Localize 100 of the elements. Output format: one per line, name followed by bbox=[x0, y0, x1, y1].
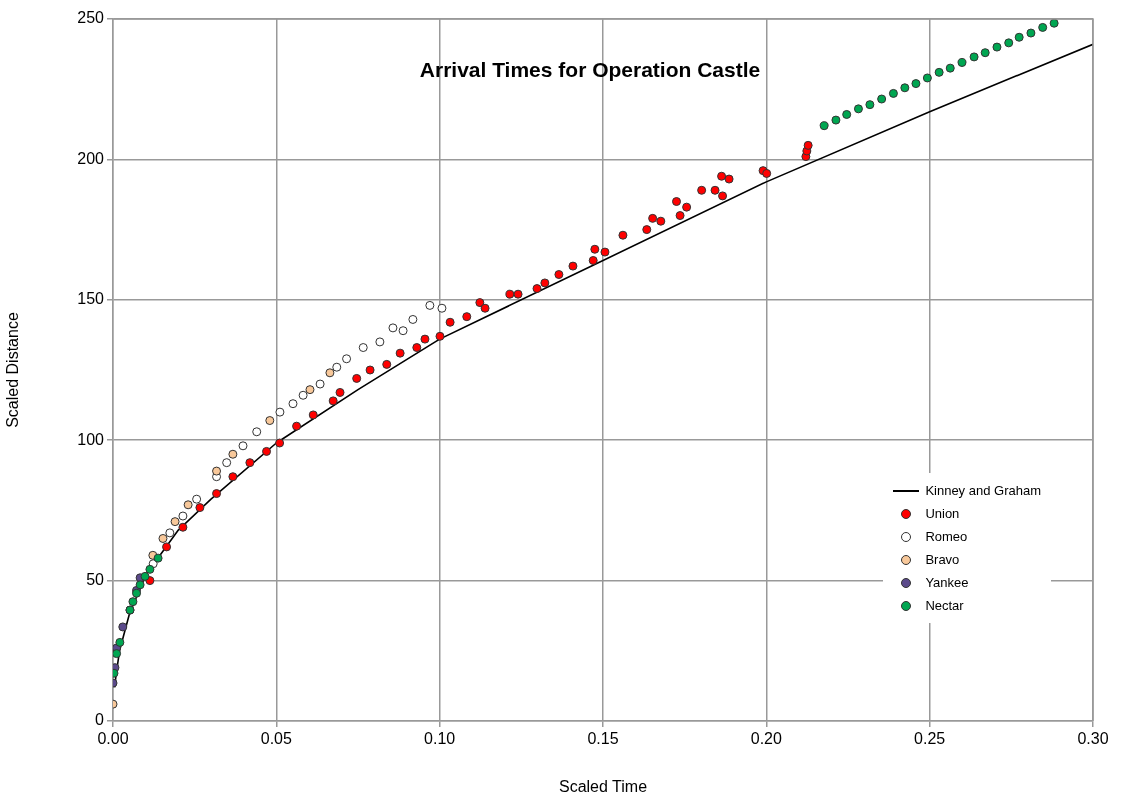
point bbox=[183, 500, 193, 510]
point bbox=[1004, 38, 1014, 48]
point bbox=[590, 244, 600, 254]
point bbox=[382, 359, 392, 369]
point bbox=[865, 100, 875, 110]
point bbox=[165, 528, 175, 538]
x-tick-label: 0.25 bbox=[914, 730, 946, 748]
legend-label: Yankee bbox=[925, 575, 969, 590]
point bbox=[275, 438, 285, 448]
point bbox=[682, 202, 692, 212]
point bbox=[195, 503, 205, 513]
point bbox=[305, 385, 315, 395]
point bbox=[642, 225, 652, 235]
legend-label: Romeo bbox=[925, 529, 968, 544]
y-tick-label: 150 bbox=[77, 290, 105, 308]
point bbox=[618, 230, 628, 240]
point bbox=[1014, 32, 1024, 42]
point bbox=[717, 171, 727, 181]
point bbox=[145, 564, 155, 574]
point bbox=[648, 213, 658, 223]
point bbox=[332, 362, 342, 372]
point bbox=[462, 312, 472, 322]
point bbox=[328, 396, 338, 406]
x-tick-label: 0.00 bbox=[97, 730, 129, 748]
point bbox=[170, 517, 180, 527]
point bbox=[554, 270, 564, 280]
point bbox=[228, 472, 238, 482]
x-tick-label: 0.20 bbox=[750, 730, 783, 748]
y-tick-label: 50 bbox=[86, 571, 105, 589]
point bbox=[980, 48, 990, 58]
point bbox=[675, 211, 685, 221]
point bbox=[115, 637, 125, 647]
point bbox=[325, 368, 335, 378]
point bbox=[1049, 19, 1059, 28]
point bbox=[911, 79, 921, 89]
point bbox=[140, 571, 150, 581]
legend-label: Union bbox=[925, 506, 960, 521]
point bbox=[877, 94, 887, 104]
point bbox=[158, 533, 168, 543]
point bbox=[697, 185, 707, 195]
point bbox=[568, 261, 578, 271]
point bbox=[245, 458, 255, 468]
point bbox=[358, 343, 368, 353]
point bbox=[252, 427, 262, 437]
legend-label: Nectar bbox=[925, 598, 964, 613]
point bbox=[308, 410, 318, 420]
point bbox=[113, 649, 122, 659]
point bbox=[335, 387, 345, 397]
point bbox=[178, 522, 188, 532]
point bbox=[388, 323, 398, 333]
point bbox=[803, 140, 813, 150]
y-tick-label: 100 bbox=[77, 430, 105, 448]
x-tick-label: 0.10 bbox=[424, 730, 456, 748]
point bbox=[265, 416, 275, 426]
point bbox=[900, 83, 910, 93]
point bbox=[162, 542, 172, 552]
point bbox=[298, 390, 308, 400]
point bbox=[853, 104, 863, 114]
point bbox=[842, 109, 852, 119]
point bbox=[275, 407, 285, 417]
point bbox=[437, 303, 447, 313]
point bbox=[600, 247, 610, 257]
point bbox=[425, 300, 435, 310]
point bbox=[505, 289, 515, 299]
point bbox=[420, 334, 430, 344]
point bbox=[408, 314, 418, 324]
point bbox=[513, 289, 523, 299]
point bbox=[212, 466, 222, 476]
y-tick-label: 200 bbox=[77, 149, 105, 167]
point bbox=[342, 354, 352, 364]
point bbox=[365, 365, 375, 375]
point bbox=[969, 52, 979, 62]
x-tick-label: 0.15 bbox=[587, 730, 619, 748]
x-tick-label: 0.05 bbox=[260, 730, 293, 748]
point bbox=[445, 317, 455, 327]
point bbox=[352, 373, 362, 383]
y-tick-label: 250 bbox=[77, 9, 105, 27]
point bbox=[588, 255, 598, 265]
y-axis-title: Scaled Distance bbox=[4, 312, 22, 428]
y-tick-label: 0 bbox=[95, 711, 105, 729]
point bbox=[480, 303, 490, 313]
point bbox=[153, 553, 163, 563]
point bbox=[945, 63, 955, 73]
point bbox=[212, 489, 222, 499]
point bbox=[178, 511, 188, 521]
point bbox=[992, 42, 1002, 52]
legend-label: Kinney and Graham bbox=[925, 483, 1041, 498]
point bbox=[532, 284, 542, 294]
point bbox=[435, 331, 445, 341]
point bbox=[540, 278, 550, 288]
point bbox=[395, 348, 405, 358]
point bbox=[228, 449, 238, 459]
legend-label: Bravo bbox=[925, 552, 960, 567]
text: Arrival Times for Operation Castle bbox=[418, 58, 762, 82]
point bbox=[724, 174, 734, 184]
x-tick-label: 0.30 bbox=[1077, 730, 1109, 748]
point bbox=[957, 58, 967, 68]
point bbox=[262, 446, 272, 456]
point bbox=[1038, 22, 1048, 32]
point bbox=[762, 168, 772, 178]
